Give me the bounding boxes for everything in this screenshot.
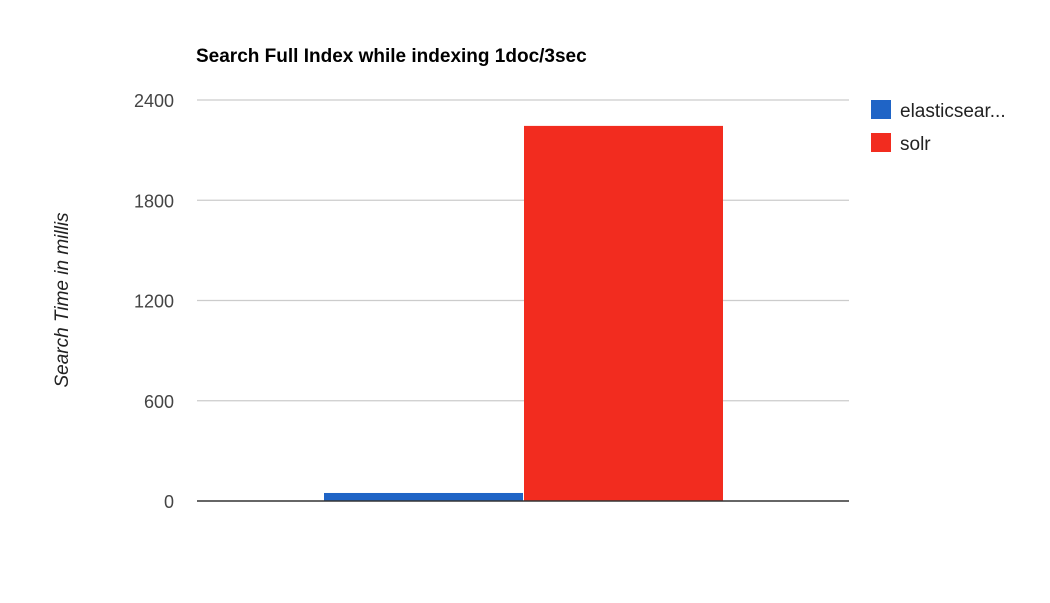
bars xyxy=(324,125,723,501)
y-tick-label: 2400 xyxy=(134,91,174,111)
legend-label: elasticsear... xyxy=(900,101,1006,122)
y-tick-label: 600 xyxy=(144,392,174,412)
legend: elasticsear... solr xyxy=(871,100,1006,155)
bar-elasticsearch xyxy=(324,492,523,501)
y-tick-label: 0 xyxy=(164,492,174,512)
legend-swatch xyxy=(871,133,891,152)
chart-title: Search Full Index while indexing 1doc/3s… xyxy=(196,46,587,67)
y-tick-label: 1800 xyxy=(134,191,174,211)
y-axis-label: Search Time in millis xyxy=(52,212,73,388)
bar-solr xyxy=(524,125,723,501)
legend-swatch xyxy=(871,100,891,119)
y-tick-label: 1200 xyxy=(134,292,174,312)
y-axis-ticks: 0 600 1200 1800 2400 xyxy=(134,91,174,512)
gridlines xyxy=(197,99,849,402)
legend-label: solr xyxy=(900,134,931,155)
